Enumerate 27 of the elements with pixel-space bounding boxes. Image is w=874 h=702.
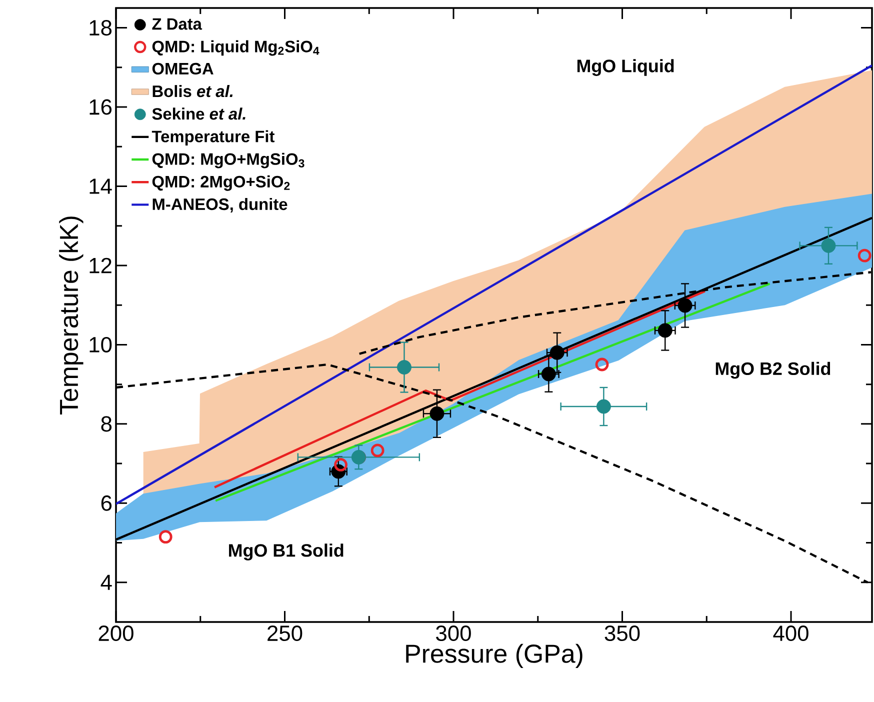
- y-tick-label: 4: [100, 574, 112, 590]
- legend-label: Temperature Fit: [152, 130, 275, 146]
- legend-label: QMD: MgO+MgSiO$_{3}$: [152, 152, 304, 168]
- y-tick-label: 18: [90, 20, 112, 36]
- x-tick-label: 200: [98, 626, 134, 642]
- legend-label: QMD: Liquid Mg$_{2}$SiO$_{4}$: [152, 40, 320, 56]
- x-axis-title: Pressure (GPa): [406, 644, 582, 668]
- x-tick-label: 400: [773, 626, 808, 642]
- y-tick-label: 6: [101, 495, 112, 511]
- x-tick-label: 250: [268, 626, 302, 642]
- x-tick-label: 350: [604, 626, 640, 642]
- legend-label: Bolis et al.: [152, 85, 233, 98]
- annotation: MgO B1 Solid: [229, 544, 344, 560]
- annotation: MgO B2 Solid: [716, 362, 830, 379]
- y-tick-label: 12: [90, 258, 112, 274]
- legend-label: QMD: 2MgO+SiO$_{2}$: [152, 175, 290, 191]
- x-tick-label: 300: [436, 626, 471, 642]
- legend-label: M-ANEOS, dunite: [152, 198, 288, 212]
- legend-label: Sekine et al.: [152, 108, 246, 120]
- y-axis-title: Temperature (kK): [59, 216, 84, 414]
- y-tick-label: 10: [90, 336, 112, 352]
- y-tick-label: 14: [90, 178, 112, 194]
- y-tick-label: 8: [101, 416, 112, 432]
- legend-label: OMEGA: [152, 62, 214, 75]
- annotation: MgO Liquid: [577, 59, 674, 76]
- legend-label: Z Data: [152, 18, 202, 30]
- y-tick-label: 16: [90, 99, 112, 115]
